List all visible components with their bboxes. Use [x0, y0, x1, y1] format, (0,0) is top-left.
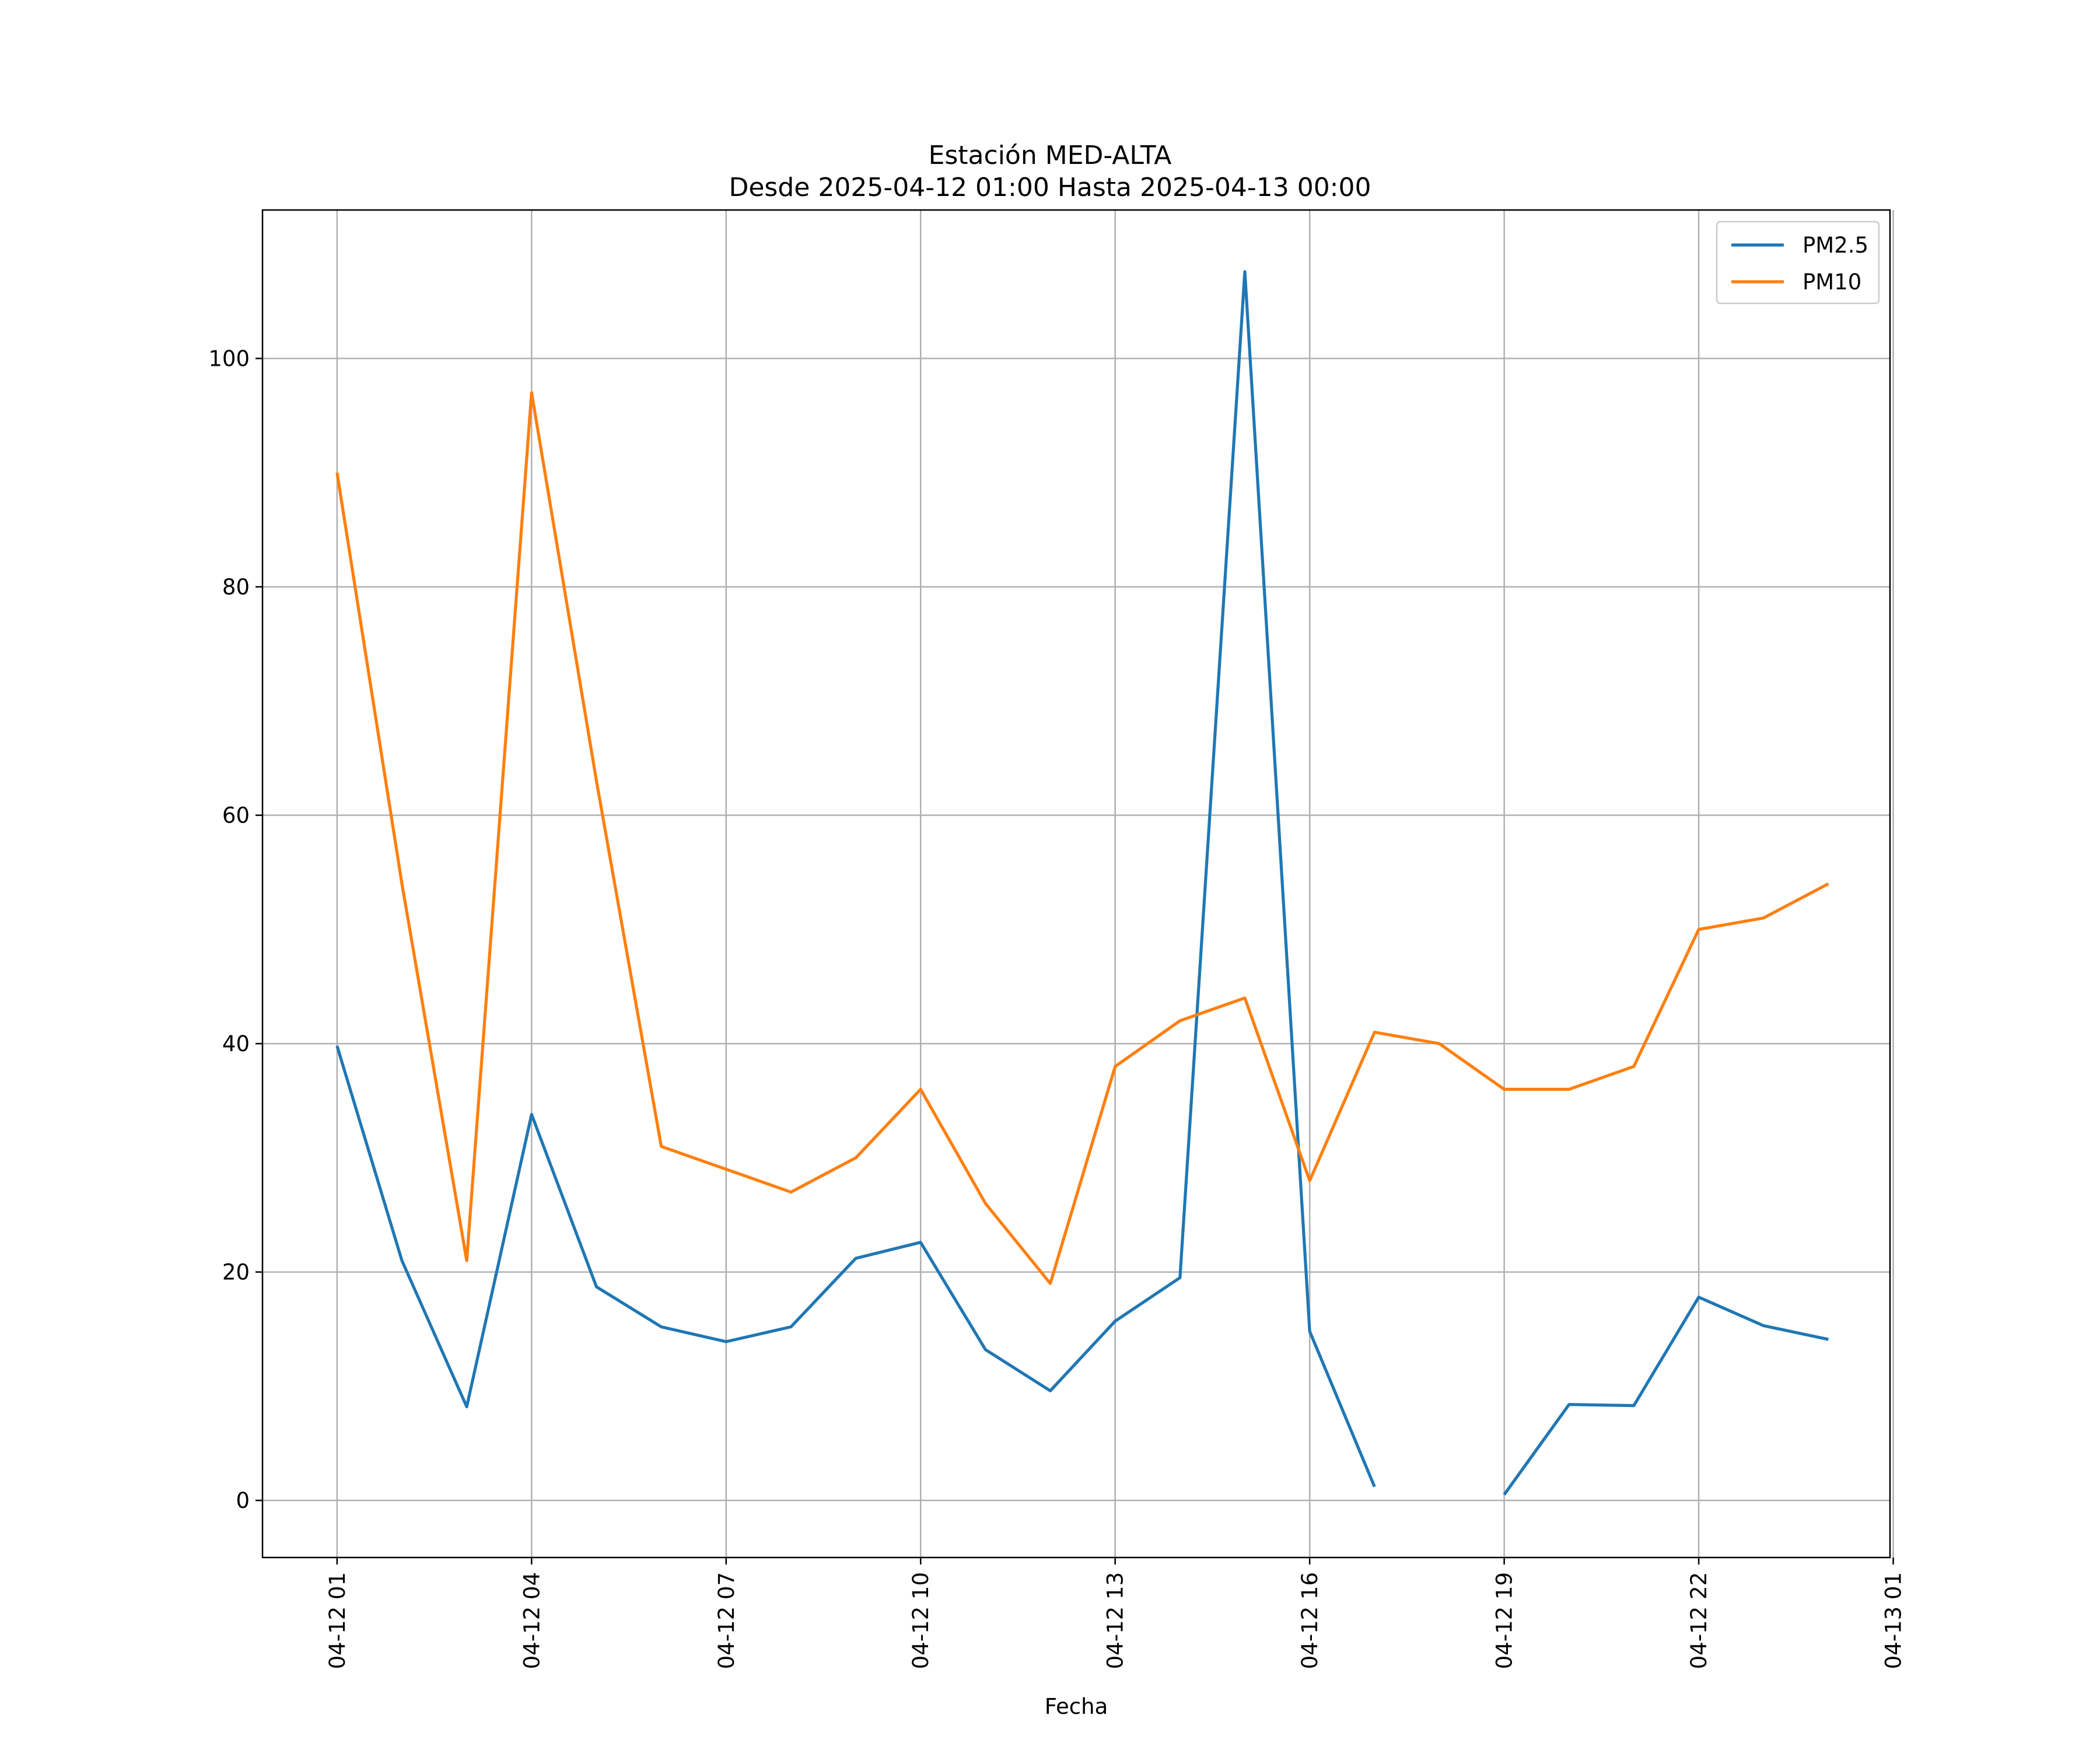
legend-label: PM10 [1803, 270, 1861, 295]
chart-title: Estación MED-ALTA [929, 141, 1172, 170]
y-tick-label: 40 [222, 1031, 250, 1056]
grid-lines [262, 210, 1894, 1558]
x-tick-label: 04-12 01 [325, 1572, 350, 1669]
y-tick-label: 60 [222, 803, 250, 828]
x-tick-label: 04-12 10 [908, 1572, 933, 1669]
plot-frame [261, 209, 1891, 1559]
x-tick-label: 04-12 16 [1297, 1572, 1322, 1669]
x-tick-label: 04-12 19 [1492, 1572, 1517, 1669]
chart-subtitle: Desde 2025-04-12 01:00 Hasta 2025-04-13 … [729, 173, 1371, 202]
legend: PM2.5 PM10 [1716, 220, 1880, 304]
x-tick-label: 04-13 01 [1881, 1572, 1906, 1669]
y-tick-label: 100 [208, 346, 250, 371]
x-tick-label: 04-12 07 [714, 1572, 739, 1669]
y-tick-label: 80 [222, 575, 250, 600]
y-tick-label: 0 [236, 1488, 250, 1513]
series-line-pm10 [335, 391, 1829, 1285]
x-axis: 04-12 01 04-12 04 04-12 07 04-12 10 04-12 13… [325, 1558, 1906, 1669]
y-tick-label: 20 [222, 1260, 250, 1285]
x-tick-label: 04-12 04 [519, 1572, 544, 1669]
x-tick-label: 04-12 13 [1103, 1572, 1128, 1669]
x-tick-label: 04-12 22 [1686, 1572, 1712, 1669]
data-series [335, 270, 1829, 1496]
y-axis: 0 20 40 60 80 100 [208, 346, 262, 1513]
legend-label: PM2.5 [1803, 233, 1868, 258]
series-line-pm2-5 [335, 270, 1829, 1496]
x-axis-label: Fecha [1045, 1694, 1108, 1719]
